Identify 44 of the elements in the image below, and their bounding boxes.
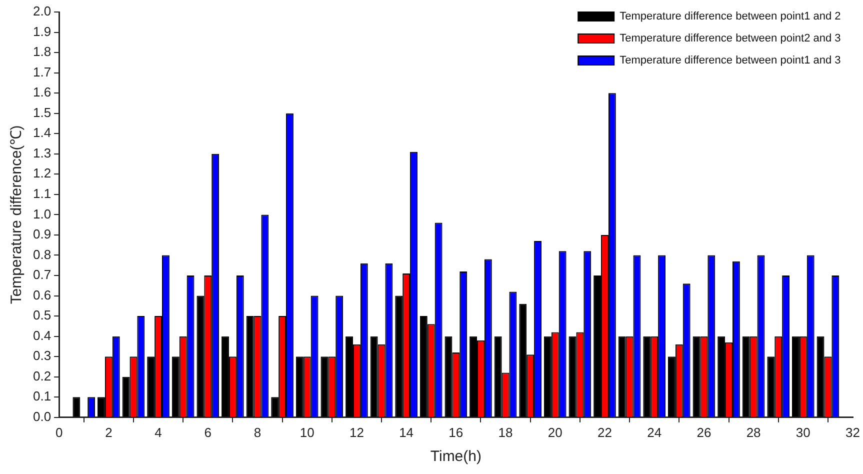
y-tick-label: 1.2: [32, 166, 52, 181]
y-tick-label: 0.9: [32, 226, 52, 242]
y-tick-label: 1.3: [32, 145, 52, 160]
x-tick-label: 30: [796, 424, 810, 440]
y-tick-label: 0.4: [32, 328, 52, 343]
y-tick-label: 0.8: [32, 246, 52, 262]
legend-label: Temperature difference between point2 and 3: [620, 32, 841, 45]
legend-label: Temperature difference between point1 and 2: [620, 10, 841, 23]
x-tick-label: 10: [300, 424, 314, 440]
y-tick-label: 1.0: [32, 206, 52, 222]
y-axis-title: Temperature difference(℃): [8, 125, 26, 304]
y-tick-label: 1.1: [32, 186, 52, 202]
x-tick-label: 2: [105, 424, 112, 440]
x-tick-label: 12: [349, 424, 364, 440]
y-tick-label: 1.5: [32, 104, 52, 120]
y-tick-label: 0.0: [32, 408, 52, 424]
y-tick-label: 0.7: [32, 267, 52, 282]
x-tick-label: 0: [55, 424, 63, 440]
x-tick-label: 6: [204, 424, 212, 440]
x-tick-label: 14: [399, 424, 414, 440]
x-axis-title: Time(h): [430, 448, 482, 466]
y-tick-label: 1.7: [32, 64, 52, 80]
y-tick-label: 1.8: [32, 44, 52, 60]
y-tick-label: 2.0: [32, 4, 52, 19]
x-tick-label: 4: [154, 424, 162, 440]
x-tick-label: 28: [746, 424, 761, 440]
y-tick-label: 1.4: [32, 125, 52, 140]
y-tick-label: 0.5: [32, 308, 52, 323]
x-tick-label: 18: [498, 424, 513, 440]
y-tick-label: 0.3: [32, 348, 52, 364]
legend-label: Temperature difference between point1 and 3: [620, 54, 841, 67]
y-tick-label: 1.9: [32, 24, 52, 39]
x-tick-label: 32: [846, 424, 860, 440]
x-tick-label: 20: [548, 424, 562, 440]
bar: [72, 397, 80, 417]
y-tick-label: 0.1: [32, 388, 52, 404]
y-tick-label: 0.6: [32, 287, 52, 302]
y-tick-label: 0.2: [32, 368, 52, 384]
x-tick-label: 16: [448, 424, 464, 440]
y-tick-label: 1.6: [32, 84, 52, 100]
x-tick-label: 22: [598, 424, 612, 440]
x-tick-label: 24: [647, 424, 662, 440]
x-tick-label: 8: [254, 424, 262, 440]
x-tick-label: 26: [696, 424, 712, 440]
